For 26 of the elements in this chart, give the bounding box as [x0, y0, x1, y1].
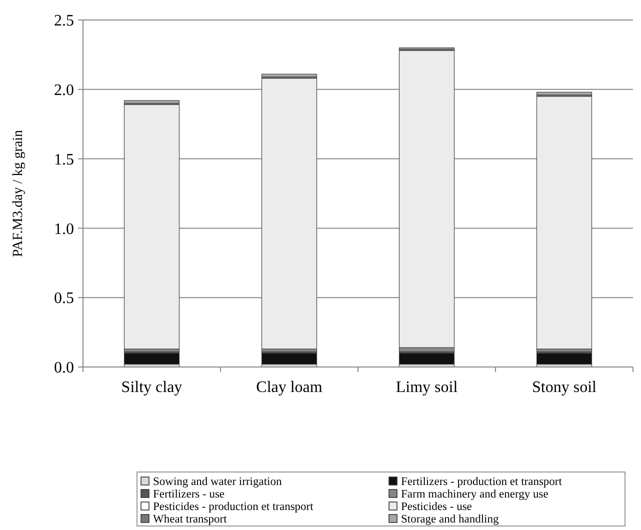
bar: [536, 96, 592, 350]
legend-label: Fertilizers - use: [153, 488, 225, 501]
y-tick-label: 2.0: [54, 82, 74, 99]
legend-label: Wheat transport: [153, 514, 228, 526]
bar: [261, 352, 318, 365]
bar: [536, 352, 592, 365]
x-tick-label: Clay loam: [256, 379, 323, 396]
x-tick-label: Limy soil: [396, 379, 458, 396]
y-tick-label: 0.5: [54, 290, 74, 308]
bar: [398, 50, 455, 348]
legend-label: Storage and handling: [401, 514, 499, 526]
bar: [124, 104, 180, 350]
y-tick-label: 1.0: [54, 220, 74, 238]
x-tick-label: Silty clay: [121, 379, 182, 396]
y-tick-label: 2.5: [54, 12, 74, 30]
legend-label: Sowing and water irrigation: [153, 476, 282, 488]
bar: [261, 78, 318, 350]
legend-label: Fertilizers - production et transport: [401, 476, 563, 488]
legend-label: Farm machinery and energy use: [401, 488, 548, 501]
x-tick-label: Stony soil: [532, 379, 598, 396]
y-tick-label: 0.0: [54, 360, 74, 377]
y-axis-title: PAF.M3.day / kg grain: [11, 130, 26, 258]
bar: [124, 352, 180, 365]
y-tick-label: 1.5: [54, 151, 74, 168]
legend-label: Pesticides - use: [401, 501, 472, 514]
legend-label: Pesticides - production et transport: [153, 501, 314, 514]
